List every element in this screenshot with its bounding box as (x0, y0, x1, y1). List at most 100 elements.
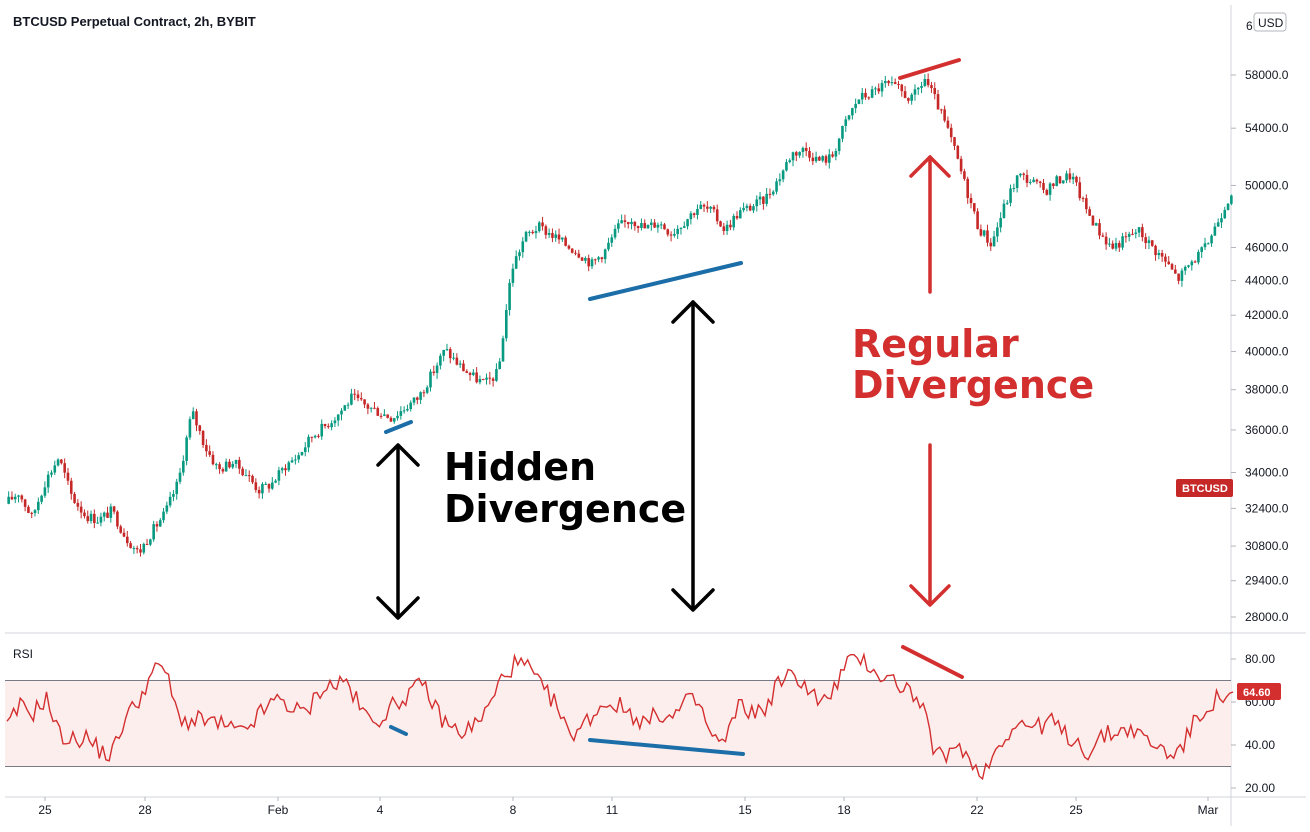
candle (844, 116, 848, 132)
candle (1124, 231, 1128, 243)
candle (102, 511, 106, 522)
candle (814, 151, 818, 163)
candle (419, 391, 422, 404)
candle (719, 220, 722, 227)
candle (841, 125, 844, 143)
candle (738, 207, 742, 219)
candle (257, 486, 261, 499)
candle (13, 493, 17, 504)
time-tick-label: 28 (138, 803, 152, 817)
candle (1154, 244, 1157, 261)
candle (1193, 260, 1197, 263)
candle (676, 225, 679, 240)
time-tick-label: 11 (606, 803, 619, 817)
candle (887, 79, 890, 86)
candle (27, 505, 30, 514)
candle (1061, 180, 1065, 184)
candle (465, 369, 469, 374)
rsi-tick-label: 40.00 (1245, 738, 1275, 752)
candle (452, 352, 455, 361)
candle (112, 505, 116, 515)
candle (60, 459, 63, 465)
candle (907, 97, 910, 104)
candle (267, 483, 271, 493)
candle (1108, 237, 1111, 248)
candle (1210, 234, 1213, 247)
candle (636, 225, 640, 233)
candle (7, 491, 10, 505)
rsi-tick-label: 20.00 (1245, 781, 1275, 795)
candle (818, 155, 821, 161)
candle (1068, 168, 1072, 183)
candles (7, 73, 1233, 557)
currency-selector[interactable]: 6 USD (1246, 12, 1287, 33)
candle (623, 214, 627, 228)
candle (1157, 249, 1161, 260)
candle (1071, 172, 1075, 185)
candle (745, 203, 749, 212)
rsi-pane (5, 652, 1234, 781)
price-tick-label: 32400.0 (1245, 501, 1289, 515)
candle (475, 367, 478, 384)
price-tick-label: 54000.0 (1245, 121, 1289, 135)
candle (1213, 222, 1217, 237)
candle (936, 89, 940, 110)
candle (920, 81, 923, 94)
candle (1088, 206, 1091, 217)
candle (626, 221, 630, 229)
candle (478, 375, 482, 385)
candle (1045, 188, 1049, 196)
svg-text:BTCUSD: BTCUSD (1182, 483, 1228, 495)
candle (10, 491, 14, 501)
candle (1127, 231, 1131, 242)
candle (1058, 175, 1062, 184)
price-tick-label: 40000.0 (1245, 345, 1289, 359)
candle (1029, 179, 1032, 185)
candle (172, 490, 175, 502)
candle (1203, 237, 1207, 251)
candle (930, 81, 933, 93)
candle (63, 458, 66, 479)
candle (768, 188, 772, 199)
candle (1091, 215, 1095, 226)
candle (561, 237, 564, 242)
candle (195, 408, 198, 432)
price-tick-label: 58000.0 (1245, 68, 1289, 82)
price-tick-label: 34000.0 (1245, 465, 1289, 479)
price-tick-partial: 6 (1246, 19, 1253, 33)
candle (211, 451, 215, 466)
candle (356, 390, 360, 402)
candle (1048, 182, 1052, 201)
candle (653, 219, 656, 228)
candle (481, 378, 485, 381)
candle (501, 335, 505, 362)
candle (959, 155, 963, 175)
candle (1042, 179, 1045, 194)
candle (593, 258, 597, 265)
candle (198, 424, 202, 435)
currency-label: USD (1258, 16, 1284, 30)
candle (445, 343, 449, 352)
candle (916, 86, 920, 95)
candle (682, 221, 686, 228)
candle (940, 108, 943, 114)
candle (320, 419, 324, 440)
candle (755, 195, 759, 212)
candle (139, 544, 142, 557)
candle (30, 511, 34, 519)
candle (521, 237, 525, 258)
symbol-badge: BTCUSD (1176, 479, 1233, 497)
candle (992, 230, 996, 247)
candle (1032, 176, 1035, 183)
candle (949, 123, 953, 143)
candle (643, 219, 647, 229)
candle (310, 436, 314, 443)
candle (795, 150, 798, 162)
candle (238, 456, 241, 474)
candle (890, 76, 894, 86)
candle (50, 470, 53, 478)
candle (1098, 218, 1101, 240)
candle (40, 494, 43, 505)
candle (804, 142, 808, 157)
